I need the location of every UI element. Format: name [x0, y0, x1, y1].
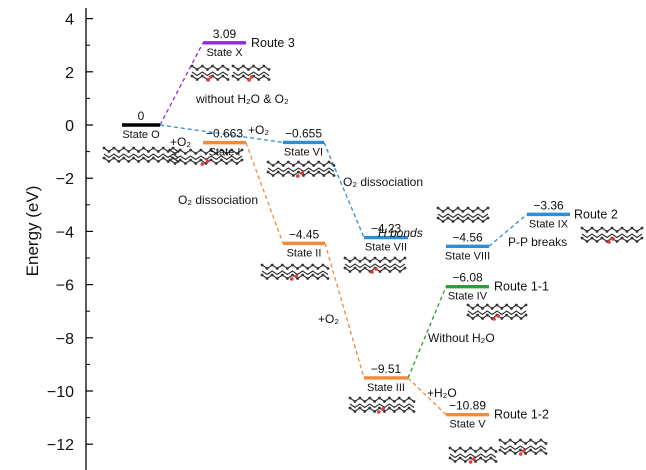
y-tick-label: −8 — [56, 331, 74, 348]
molecule-sketch — [498, 438, 548, 456]
route-label: Route 1-2 — [494, 408, 549, 422]
molecule-sketch — [190, 64, 230, 82]
route-label: Route 2 — [574, 207, 618, 221]
y-tick-label: −10 — [47, 384, 74, 401]
energy-value-label: 0 — [138, 109, 145, 123]
state-label: State IX — [529, 218, 569, 230]
y-tick-label: −2 — [56, 171, 74, 188]
molecule-sketch — [343, 256, 407, 274]
transition-iii-v — [407, 377, 447, 416]
state-label: State X — [206, 47, 243, 59]
energy-value-label: −0.655 — [285, 126, 322, 140]
y-axis: 4 2 0 −2 −4 −6 −8 −10 −12 Energy (eV) — [23, 8, 93, 470]
energy-value-label: −0.663 — [206, 127, 243, 141]
annotation-label: +O₂ — [248, 123, 269, 137]
molecule-sketch — [168, 148, 244, 166]
transition-vi-vii — [323, 142, 365, 238]
annotation-label: +O₂ — [318, 312, 339, 326]
transition-o-x — [159, 42, 204, 126]
state-label: State I — [209, 147, 241, 159]
y-tick-label: 2 — [65, 65, 74, 82]
transition-i-ii — [245, 142, 284, 244]
state-label: State O — [122, 129, 160, 141]
energy-value-label: 3.09 — [213, 27, 237, 41]
molecule-sketch — [436, 206, 490, 223]
energy-value-label: −4.23 — [371, 222, 402, 236]
route-label: Route 1-1 — [494, 280, 549, 294]
energy-value-label: −3.36 — [533, 198, 564, 212]
energy-value-label: −4.56 — [452, 230, 483, 244]
annotation-label: H bonds — [378, 226, 423, 240]
state-label: State VII — [365, 242, 407, 254]
state-label: State V — [449, 419, 486, 431]
route-label: Route 3 — [251, 36, 295, 50]
transition-ii-iii — [324, 243, 365, 379]
energy-value-label: −4.45 — [289, 227, 320, 241]
molecule-sketch — [266, 160, 336, 178]
energy-value-label: −6.08 — [452, 271, 483, 285]
molecule-sketch — [466, 303, 528, 321]
transition-viii-ix — [488, 213, 528, 247]
y-tick-label: −6 — [56, 278, 74, 295]
annotation-label: Without H₂O — [428, 331, 495, 345]
y-axis-label: Energy (eV) — [23, 186, 42, 277]
transition-iii-iv — [407, 286, 447, 379]
state-label: State IV — [448, 291, 488, 303]
energy-value-label: −9.51 — [371, 362, 402, 376]
y-tick-label: 4 — [65, 12, 74, 29]
molecule-sketch — [260, 263, 330, 281]
molecule-sketch — [102, 146, 180, 163]
annotation-label: +H₂O — [427, 386, 457, 400]
annotation-label: O₂ dissociation — [343, 175, 423, 189]
annotations: 0 State O 3.09 State X −0.663 State I −0.655 St… — [122, 27, 617, 431]
molecule-sketch — [348, 396, 416, 414]
state-label: State VI — [284, 146, 323, 158]
energy-levels — [122, 41, 570, 417]
state-label: State VIII — [445, 250, 490, 262]
annotation-label: without H₂O & O₂ — [195, 92, 289, 106]
transition-lines — [159, 42, 528, 416]
state-label: State II — [287, 247, 322, 259]
molecule-sketch — [448, 446, 498, 464]
molecule-sketch — [580, 226, 644, 244]
state-label: State III — [367, 382, 405, 394]
energy-value-label: −10.89 — [449, 399, 486, 413]
molecule-sketch — [231, 64, 271, 82]
y-tick-label: −12 — [47, 437, 74, 454]
y-tick-label: 0 — [65, 118, 74, 135]
annotation-label: +O₂ — [170, 135, 191, 149]
y-tick-label: −4 — [56, 224, 74, 241]
annotation-label: P-P breaks — [508, 235, 567, 249]
molecule-sketches — [102, 64, 644, 464]
annotation-label: O₂ dissociation — [178, 193, 258, 207]
